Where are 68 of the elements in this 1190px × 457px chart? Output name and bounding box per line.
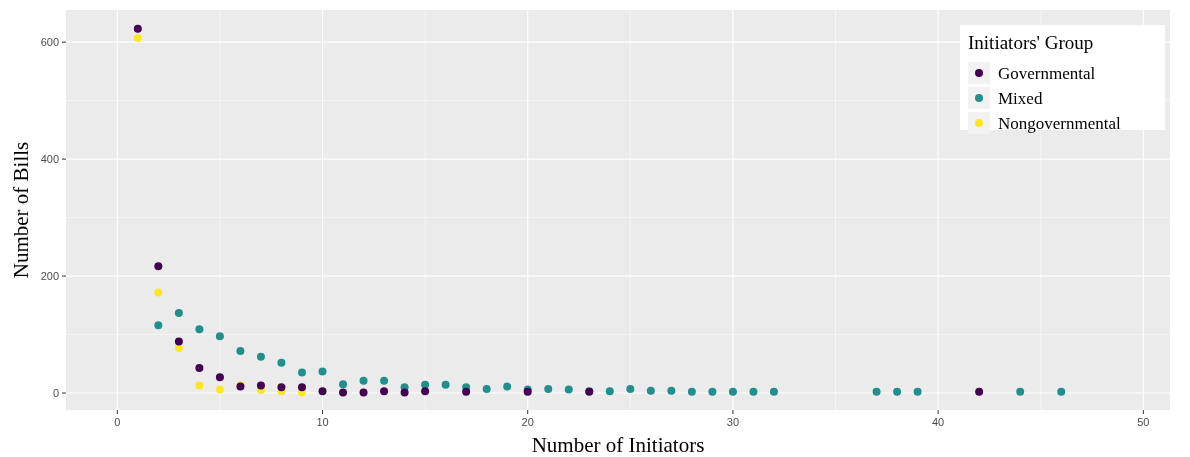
legend-label: Governmental (998, 64, 1096, 83)
point (174, 344, 183, 353)
point (359, 376, 368, 385)
x-tick-label: 30 (726, 416, 740, 428)
point (1057, 387, 1066, 396)
point (564, 385, 573, 394)
point (154, 262, 163, 271)
point (195, 325, 204, 334)
point (975, 387, 984, 396)
point (215, 373, 224, 382)
point (277, 358, 286, 367)
x-tick-label: 10 (316, 416, 329, 428)
point (380, 387, 389, 396)
point (503, 382, 512, 391)
point (626, 384, 635, 393)
x-tick-label: 50 (1137, 416, 1150, 428)
point (195, 381, 204, 390)
point (339, 380, 348, 389)
point (687, 387, 696, 396)
point (318, 387, 327, 396)
y-tick-label: 400 (40, 153, 59, 166)
point (872, 387, 881, 396)
point (708, 387, 717, 396)
point (667, 386, 676, 395)
x-tick-label: 0 (114, 416, 121, 428)
legend-label: Nongovernmental (998, 114, 1122, 133)
y-tick-label: 0 (52, 387, 59, 400)
point (133, 24, 142, 33)
point (215, 385, 224, 394)
point (749, 387, 758, 396)
point (318, 367, 327, 376)
point (215, 332, 224, 341)
legend-title: Initiators' Group (968, 32, 1094, 53)
point (1016, 387, 1025, 396)
point (154, 321, 163, 330)
point (133, 34, 142, 43)
point (380, 376, 389, 385)
point (297, 383, 306, 392)
point (195, 363, 204, 372)
x-tick-label: 40 (931, 416, 945, 428)
point (359, 388, 368, 397)
point (728, 387, 737, 396)
point (913, 387, 922, 396)
point (769, 387, 778, 396)
point (441, 380, 450, 389)
point (646, 386, 655, 395)
point (605, 387, 614, 396)
point (174, 308, 183, 317)
point (339, 388, 348, 397)
legend-label: Mixed (998, 89, 1043, 108)
point (277, 383, 286, 392)
point (544, 384, 553, 393)
point (236, 346, 245, 355)
point (893, 387, 902, 396)
point (154, 288, 163, 297)
point (256, 352, 265, 361)
point (462, 387, 471, 396)
x-tick-label: 20 (521, 416, 534, 428)
point (421, 387, 430, 396)
y-axis-title: Number of Bills (9, 141, 33, 279)
point (174, 337, 183, 346)
point (482, 384, 491, 393)
x-axis-title: Number of Initiators (531, 433, 705, 457)
y-tick-label: 200 (40, 270, 59, 283)
point (400, 388, 409, 397)
y-tick-label: 600 (40, 36, 59, 49)
point (256, 381, 265, 390)
point (297, 368, 306, 377)
